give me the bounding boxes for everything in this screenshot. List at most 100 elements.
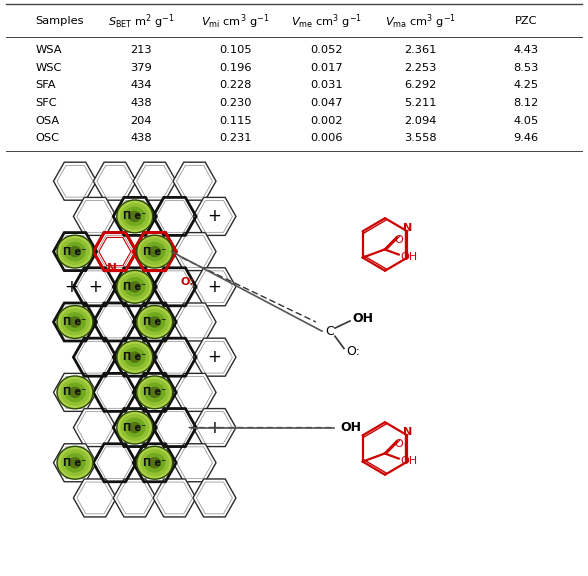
Polygon shape <box>153 479 196 517</box>
Ellipse shape <box>57 305 93 339</box>
Text: 379: 379 <box>131 63 152 73</box>
Text: 0.047: 0.047 <box>310 98 343 108</box>
Polygon shape <box>54 233 96 271</box>
Ellipse shape <box>148 316 161 328</box>
Ellipse shape <box>57 235 93 268</box>
Ellipse shape <box>144 242 165 262</box>
Ellipse shape <box>61 238 90 265</box>
Polygon shape <box>153 268 196 306</box>
Text: 213: 213 <box>131 46 152 55</box>
Text: O: O <box>395 439 403 449</box>
Polygon shape <box>93 303 136 341</box>
Text: $V_{\mathrm{ma}}$ cm$^{3}$ g$^{-1}$: $V_{\mathrm{ma}}$ cm$^{3}$ g$^{-1}$ <box>385 12 456 31</box>
Ellipse shape <box>57 376 93 409</box>
Ellipse shape <box>117 200 153 233</box>
Polygon shape <box>93 162 136 200</box>
Polygon shape <box>133 444 176 482</box>
Ellipse shape <box>128 281 141 293</box>
Text: OH: OH <box>400 456 418 465</box>
Text: +: + <box>88 278 102 296</box>
Ellipse shape <box>124 207 145 226</box>
Polygon shape <box>173 303 216 341</box>
Polygon shape <box>173 233 216 271</box>
Ellipse shape <box>117 270 153 303</box>
Polygon shape <box>193 198 236 236</box>
Text: 9.46: 9.46 <box>514 133 539 143</box>
Ellipse shape <box>137 446 173 479</box>
Ellipse shape <box>144 382 165 402</box>
Polygon shape <box>74 338 116 376</box>
Text: 0.115: 0.115 <box>219 116 252 126</box>
Ellipse shape <box>148 246 161 257</box>
Ellipse shape <box>128 211 141 222</box>
Polygon shape <box>133 303 176 341</box>
Text: OSC: OSC <box>35 133 59 143</box>
Polygon shape <box>173 373 216 411</box>
Text: Π e⁻: Π e⁻ <box>143 458 166 468</box>
Ellipse shape <box>124 277 145 297</box>
Text: 434: 434 <box>131 81 152 90</box>
Ellipse shape <box>61 449 90 476</box>
Text: WSC: WSC <box>35 63 62 73</box>
Text: Π e⁻: Π e⁻ <box>64 388 86 397</box>
Text: 2.094: 2.094 <box>404 116 437 126</box>
Ellipse shape <box>64 382 86 402</box>
Text: 438: 438 <box>131 98 152 108</box>
Polygon shape <box>74 408 116 446</box>
Polygon shape <box>74 198 116 236</box>
Text: PZC: PZC <box>515 16 537 26</box>
Ellipse shape <box>120 203 149 230</box>
Ellipse shape <box>148 386 161 398</box>
Ellipse shape <box>69 386 81 398</box>
Polygon shape <box>54 373 96 411</box>
Text: O: O <box>395 235 403 245</box>
Polygon shape <box>74 268 116 306</box>
Polygon shape <box>113 479 156 517</box>
Polygon shape <box>93 444 136 482</box>
Text: +: + <box>208 207 221 225</box>
Ellipse shape <box>148 457 161 468</box>
Text: 0.002: 0.002 <box>310 116 343 126</box>
Text: Π e⁻: Π e⁻ <box>64 247 86 256</box>
Text: Π e⁻: Π e⁻ <box>123 282 146 292</box>
Polygon shape <box>173 162 216 200</box>
Polygon shape <box>133 233 176 271</box>
Text: +: + <box>208 348 221 366</box>
Text: O:: O: <box>181 276 195 287</box>
Text: Π e⁻: Π e⁻ <box>123 211 146 221</box>
Text: +: + <box>208 278 221 296</box>
Text: C: C <box>326 325 335 338</box>
Polygon shape <box>193 338 236 376</box>
Text: N: N <box>107 262 117 275</box>
Text: OSA: OSA <box>35 116 59 126</box>
Text: 0.031: 0.031 <box>310 81 343 90</box>
Text: SFA: SFA <box>35 81 56 90</box>
Ellipse shape <box>140 238 169 265</box>
Ellipse shape <box>140 449 169 476</box>
Text: N: N <box>403 223 412 233</box>
Text: +: + <box>64 278 78 296</box>
Text: 0.228: 0.228 <box>219 81 252 90</box>
Text: 5.211: 5.211 <box>404 98 437 108</box>
Ellipse shape <box>120 414 149 441</box>
Polygon shape <box>193 408 236 446</box>
Text: 438: 438 <box>131 133 152 143</box>
Text: OH: OH <box>340 421 361 434</box>
Text: Π e⁻: Π e⁻ <box>64 458 86 468</box>
Ellipse shape <box>124 347 145 367</box>
Text: 0.017: 0.017 <box>310 63 343 73</box>
Polygon shape <box>153 198 196 236</box>
Ellipse shape <box>69 246 81 257</box>
Polygon shape <box>54 303 96 341</box>
Ellipse shape <box>140 309 169 335</box>
Polygon shape <box>113 198 156 236</box>
Text: SFC: SFC <box>35 98 57 108</box>
Text: 0.105: 0.105 <box>219 46 252 55</box>
Ellipse shape <box>144 312 165 332</box>
Text: 4.43: 4.43 <box>514 46 539 55</box>
Ellipse shape <box>61 309 90 335</box>
Text: O:: O: <box>346 345 360 358</box>
Polygon shape <box>113 338 156 376</box>
Ellipse shape <box>128 351 141 363</box>
Ellipse shape <box>69 316 81 328</box>
